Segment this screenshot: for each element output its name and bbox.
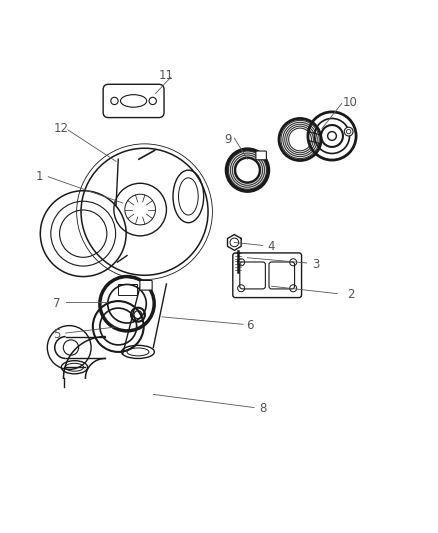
Text: 9: 9 — [224, 133, 232, 146]
Text: 2: 2 — [346, 288, 354, 302]
Text: 5: 5 — [53, 328, 60, 341]
FancyBboxPatch shape — [256, 151, 266, 160]
Circle shape — [344, 127, 353, 136]
Text: 1: 1 — [35, 170, 43, 183]
Text: 7: 7 — [53, 297, 61, 310]
Text: 12: 12 — [54, 122, 69, 135]
Text: 3: 3 — [312, 258, 319, 271]
FancyBboxPatch shape — [140, 280, 152, 290]
Bar — [118, 284, 137, 295]
Text: 10: 10 — [343, 96, 358, 109]
Text: 4: 4 — [268, 240, 276, 253]
Text: 11: 11 — [159, 69, 174, 83]
Text: 8: 8 — [259, 402, 266, 415]
Text: 6: 6 — [246, 319, 254, 332]
